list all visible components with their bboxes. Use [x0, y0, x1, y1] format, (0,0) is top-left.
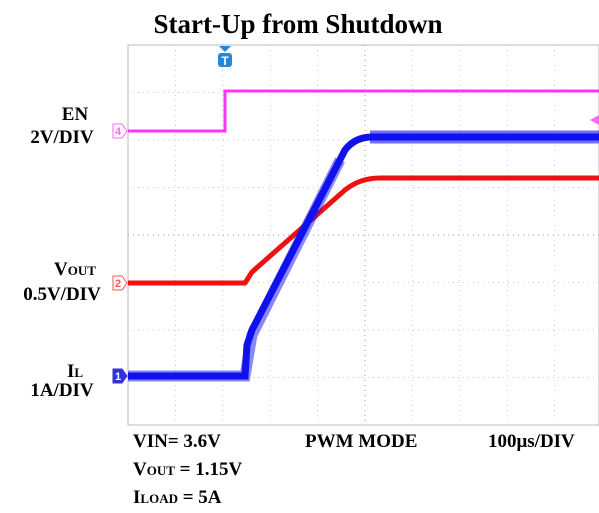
- en-trace: [128, 89, 599, 133]
- channel-scale: 2V/DIV: [30, 127, 94, 148]
- timebase: 100μs/DIV: [488, 431, 575, 452]
- channel-name: VOUT: [54, 259, 96, 280]
- name-sub: L: [74, 365, 83, 380]
- name-main: EN: [62, 104, 89, 125]
- channel-scale: 1A/DIV: [30, 380, 94, 401]
- level-marker: [590, 115, 599, 125]
- channel-marker-box: [112, 123, 128, 139]
- channel-scale: 0.5V/DIV: [23, 284, 101, 305]
- trigger-box: [218, 53, 232, 67]
- channel-marker: 1: [115, 371, 121, 383]
- i: I: [133, 487, 140, 508]
- trigger-arrow: [219, 46, 231, 52]
- channel-marker-box: [112, 368, 128, 384]
- grid: [128, 45, 599, 425]
- mode: PWM MODE: [305, 431, 417, 452]
- channel-name: EN: [62, 104, 89, 125]
- name-main: I: [67, 361, 74, 382]
- title: Start-Up from Shutdown: [153, 9, 442, 39]
- v: V: [133, 459, 147, 480]
- channel-marker-box: [112, 275, 128, 291]
- name-sub: OUT: [68, 263, 97, 278]
- vin: VIN= 3.6V: [133, 431, 221, 452]
- iload-setting: ILOAD = 5A: [133, 487, 222, 508]
- value: = 5A: [178, 487, 222, 508]
- channel-marker: 2: [115, 278, 121, 290]
- sub: LOAD: [140, 491, 178, 506]
- channel-name: IL: [67, 361, 83, 382]
- name-main: V: [54, 259, 68, 280]
- vout-setting: VOUT = 1.15V: [133, 459, 242, 480]
- value: = 1.15V: [175, 459, 243, 480]
- trigger-label: T: [221, 54, 229, 68]
- vout-trace: [128, 175, 599, 286]
- channel-marker: 4: [115, 126, 122, 138]
- il-noise: [128, 157, 345, 382]
- sub: OUT: [147, 463, 176, 478]
